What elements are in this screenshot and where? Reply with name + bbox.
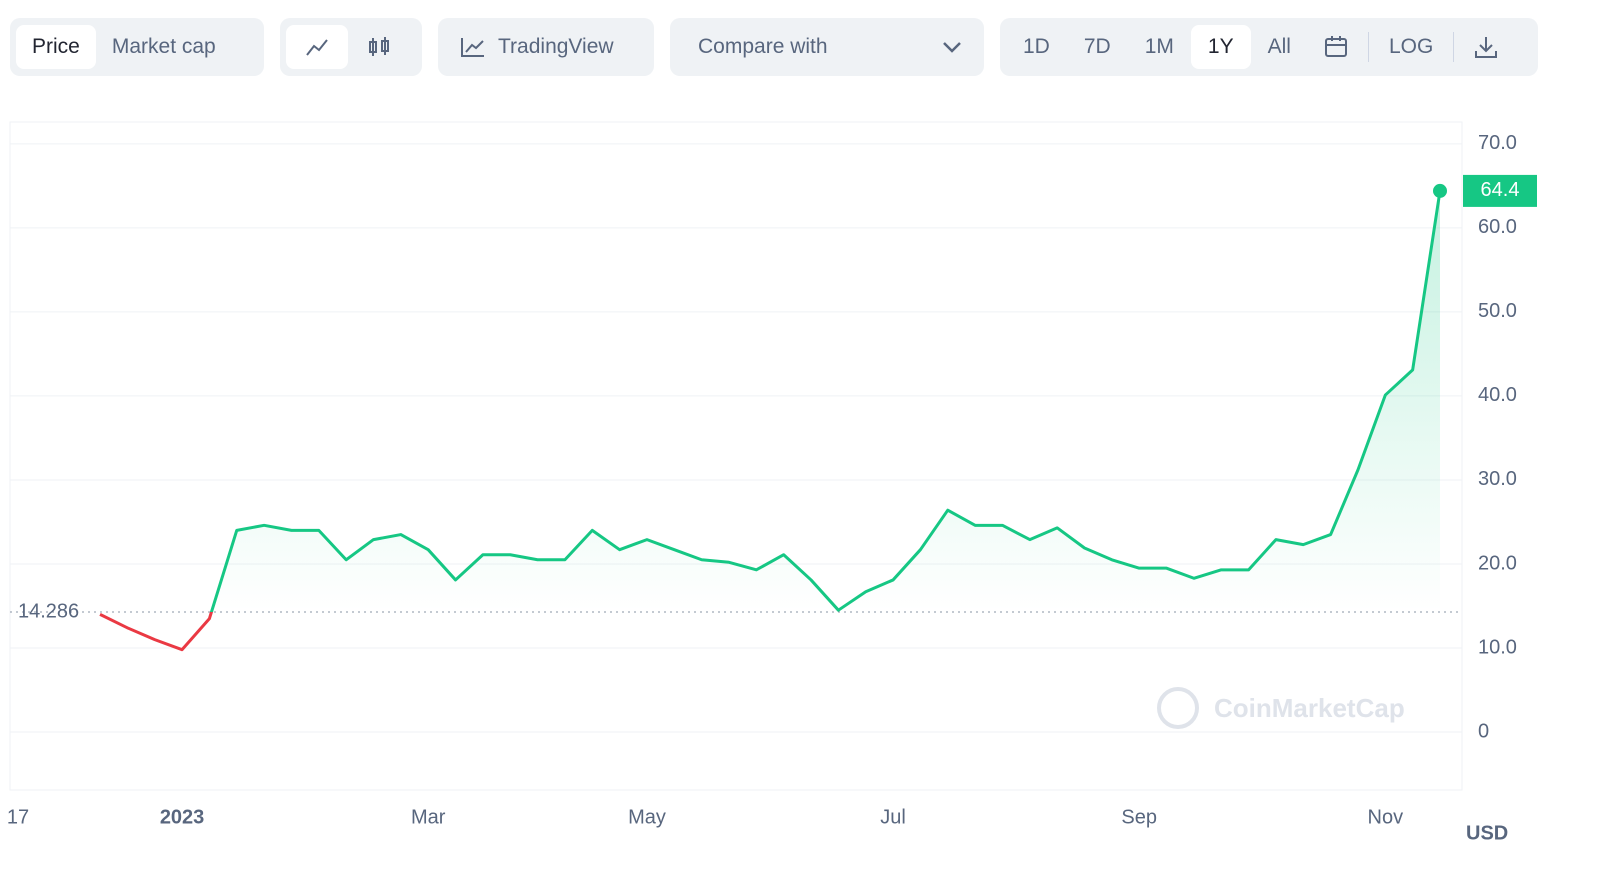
x-tick-label: 17 — [7, 806, 29, 828]
watermark-logo — [1157, 687, 1199, 729]
chart-style-toggle — [280, 18, 422, 76]
range-button[interactable]: 1Y — [1190, 25, 1251, 69]
x-tick-label: Nov — [1368, 806, 1404, 828]
range-button[interactable]: 1M — [1144, 35, 1174, 58]
tradingview-button[interactable]: TradingView — [444, 25, 630, 69]
calendar-button[interactable] — [1308, 25, 1364, 69]
range-button[interactable]: 7D — [1083, 35, 1111, 58]
last-price-badge — [1463, 174, 1537, 207]
y-tick-label: 70.0 — [1478, 132, 1517, 154]
x-tick-label: 2023 — [160, 806, 205, 828]
y-tick-label: 50.0 — [1478, 300, 1517, 322]
candle-chart-button[interactable] — [348, 25, 410, 69]
plot-frame — [9, 121, 1463, 791]
y-tick-label: 0 — [1478, 720, 1489, 742]
download-icon — [1475, 37, 1498, 58]
currency-label: USD — [1466, 822, 1508, 844]
range-button[interactable]: 1D — [1023, 35, 1050, 58]
log-button[interactable]: LOG — [1388, 35, 1434, 58]
separator — [1367, 32, 1369, 62]
chevron-icon — [943, 42, 961, 53]
compare-label: Compare with — [698, 35, 828, 58]
y-tick-label: 60.0 — [1478, 216, 1517, 238]
tradingview-box: TradingView — [438, 18, 654, 76]
download-button[interactable] — [1458, 25, 1514, 69]
tradingview-label: TradingView — [498, 35, 614, 58]
x-tick-label: May — [628, 806, 666, 828]
market-cap-button[interactable]: Market cap — [111, 35, 216, 58]
range-toolbar: 1D 7D 1M 1Y All LOG — [1000, 18, 1538, 76]
line-chart-button[interactable] — [286, 25, 348, 69]
separator — [1453, 32, 1455, 62]
tradingview-icon — [461, 38, 484, 57]
last-price-label: 64.4 — [1481, 179, 1520, 201]
y-tick-label: 20.0 — [1478, 552, 1517, 574]
price-toggle: Price Market cap — [10, 18, 264, 76]
line-icon — [306, 39, 328, 56]
price-button[interactable]: Price — [16, 25, 96, 69]
y-tick-label: 30.0 — [1478, 468, 1517, 490]
price-line — [99, 190, 1442, 652]
calendar-icon — [1324, 36, 1347, 57]
last-price-dot — [1433, 183, 1447, 198]
x-tick-label: Sep — [1121, 806, 1157, 828]
range-button[interactable]: All — [1267, 35, 1291, 58]
candle-icon — [369, 37, 389, 56]
baseline-label: 14.286 — [18, 600, 79, 622]
x-tick-label: Mar — [411, 806, 446, 828]
area — [100, 190, 1441, 612]
y-tick-label: 10.0 — [1478, 636, 1517, 658]
watermark: CoinMarketCap — [1214, 693, 1405, 723]
y-tick-label: 40.0 — [1478, 384, 1517, 406]
compare-dropdown[interactable]: Compare with — [670, 18, 984, 76]
x-tick-label: Jul — [880, 806, 906, 828]
